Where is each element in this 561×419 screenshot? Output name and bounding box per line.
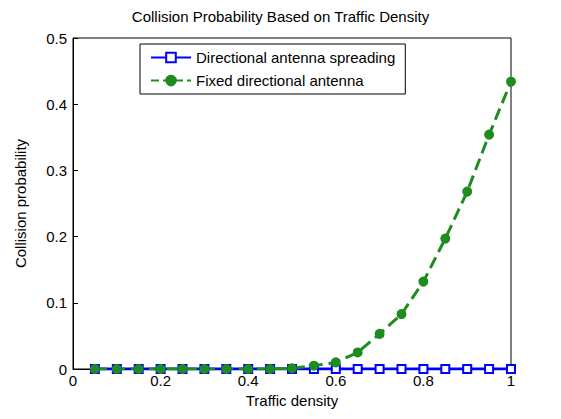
svg-text:0.8: 0.8 [413,372,434,389]
svg-text:0.4: 0.4 [46,96,67,113]
svg-text:0.4: 0.4 [238,372,259,389]
svg-text:Directional antenna spreading: Directional antenna spreading [196,49,395,66]
svg-text:0: 0 [59,361,67,378]
svg-text:0.6: 0.6 [325,372,346,389]
svg-text:Collision probability: Collision probability [12,138,29,268]
svg-text:Traffic density: Traffic density [246,392,339,409]
svg-text:0.1: 0.1 [46,294,67,311]
svg-text:0.5: 0.5 [46,30,67,47]
svg-text:0.2: 0.2 [46,228,67,245]
svg-text:0.2: 0.2 [150,372,171,389]
svg-text:Fixed directional antenna: Fixed directional antenna [196,72,364,89]
svg-text:0.3: 0.3 [46,162,67,179]
svg-text:Collision Probability Based on: Collision Probability Based on Traffic D… [132,8,430,25]
svg-text:0: 0 [69,372,77,389]
svg-text:1: 1 [507,372,515,389]
